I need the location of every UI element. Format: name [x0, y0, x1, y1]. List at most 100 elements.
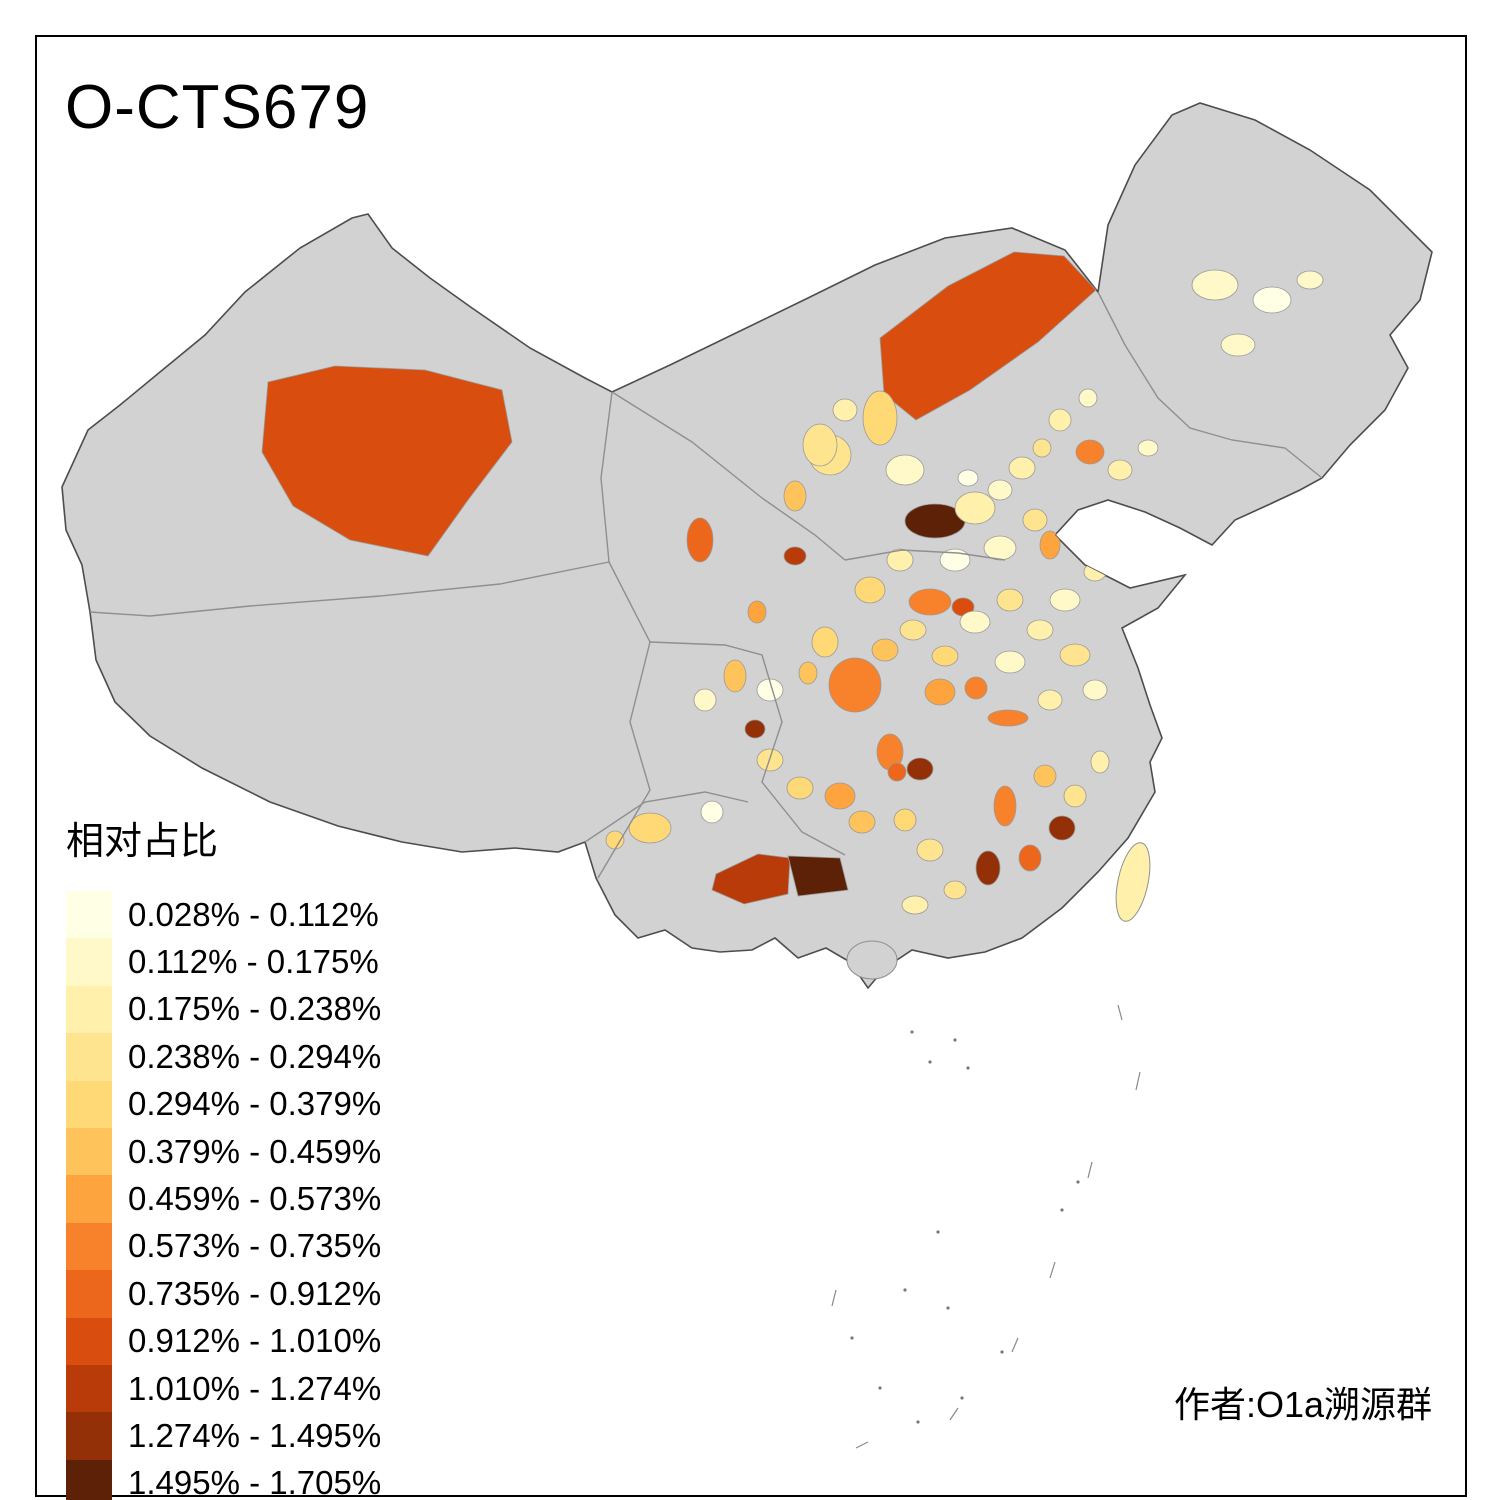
legend-label: 0.112% - 0.175%	[128, 943, 379, 981]
map-region	[628, 812, 672, 844]
map-region	[886, 548, 914, 572]
map-region	[939, 548, 971, 572]
region-layer	[261, 251, 1324, 915]
legend-label: 1.010% - 1.274%	[128, 1369, 382, 1407]
map-region	[862, 390, 898, 446]
legend-rows: 0.028% - 0.112% 0.112% - 0.175% 0.175% - 0…	[66, 891, 381, 1500]
map-region	[1049, 588, 1081, 612]
map-region	[832, 398, 858, 422]
legend-row: 0.735% - 0.912%	[66, 1270, 381, 1318]
map-region	[1137, 439, 1159, 457]
legend-swatch	[66, 1222, 112, 1271]
map-region	[747, 600, 767, 624]
map-region	[711, 853, 791, 905]
map-region	[1075, 439, 1105, 465]
map-region	[693, 688, 717, 712]
legend-title: 相对占比	[66, 821, 219, 863]
legend-label: 0.175% - 0.238%	[128, 990, 382, 1028]
map-region	[987, 479, 1013, 501]
map-region	[954, 491, 996, 525]
legend-row: 0.112% - 0.175%	[66, 938, 381, 986]
map-region	[783, 480, 807, 512]
legend-label: 0.379% - 0.459%	[128, 1132, 382, 1170]
legend-row: 1.010% - 1.274%	[66, 1364, 382, 1413]
map-region	[1063, 784, 1087, 808]
legend-label: 0.912% - 1.010%	[128, 1322, 382, 1360]
map-region	[1008, 456, 1036, 480]
legend-label: 0.294% - 0.379%	[128, 1085, 382, 1123]
legend-row: 0.459% - 0.573%	[66, 1175, 382, 1223]
page-title: O-CTS679	[65, 73, 370, 142]
map-region	[1048, 408, 1072, 432]
map-region	[887, 762, 907, 782]
hainan-island	[846, 940, 898, 980]
map-region	[686, 517, 714, 563]
legend-swatch	[66, 1175, 112, 1223]
legend-swatch	[66, 891, 112, 939]
legend-swatch	[66, 1270, 112, 1318]
legend-row: 0.912% - 1.010%	[66, 1317, 382, 1365]
map-region	[700, 800, 724, 824]
map-region	[879, 251, 1097, 421]
map-region	[1026, 619, 1054, 641]
map-region	[1090, 750, 1110, 774]
map-region	[1220, 333, 1256, 357]
map-region	[744, 719, 766, 739]
map-region	[1048, 815, 1076, 841]
map-region	[1018, 844, 1042, 872]
legend-swatch	[66, 1127, 112, 1176]
map-region	[959, 610, 991, 634]
legend-row: 0.379% - 0.459%	[66, 1127, 382, 1176]
credit-text: 作者:O1a溯源群	[1173, 1384, 1432, 1425]
legend-row: 0.238% - 0.294%	[66, 1033, 382, 1081]
map-region	[901, 895, 929, 915]
map-region	[906, 757, 934, 781]
map-region	[848, 810, 876, 834]
map-region	[811, 626, 839, 658]
map-region	[854, 576, 886, 604]
map-region	[871, 638, 899, 662]
taiwan-island	[1115, 842, 1151, 922]
legend-label: 0.459% - 0.573%	[128, 1180, 382, 1218]
legend-swatch	[66, 985, 112, 1034]
map-region	[787, 855, 849, 897]
map-region	[975, 850, 1001, 886]
legend-row: 0.175% - 0.238%	[66, 985, 382, 1034]
legend-label: 0.573% - 0.735%	[128, 1227, 382, 1265]
legend-label: 0.028% - 0.112%	[128, 895, 379, 933]
map-region	[1059, 643, 1091, 667]
map-region	[605, 830, 625, 850]
legend-label: 1.274% - 1.495%	[128, 1416, 382, 1454]
legend-label: 1.495% - 1.705%	[128, 1464, 382, 1500]
map-region	[908, 588, 952, 616]
legend: 相对占比 0.028% - 0.112% 0.112% - 0.175% 0.175…	[66, 810, 381, 1500]
map-region	[798, 661, 818, 685]
legend-label: 0.238% - 0.294%	[128, 1037, 382, 1075]
map-region	[828, 657, 882, 713]
map-region	[993, 785, 1017, 827]
map-region	[756, 678, 784, 702]
map-region	[924, 678, 956, 706]
map-region	[916, 838, 944, 862]
map-region	[899, 619, 927, 641]
map-region	[261, 365, 513, 557]
legend-swatch	[66, 1033, 112, 1081]
legend-row: 0.028% - 0.112%	[66, 891, 381, 939]
map-region	[1037, 689, 1063, 711]
map-region	[885, 454, 925, 486]
map-region	[783, 546, 807, 566]
legend-row: 1.274% - 1.495%	[66, 1412, 382, 1460]
legend-row: 0.573% - 0.735%	[66, 1222, 382, 1271]
map-region	[1078, 388, 1098, 408]
province-borders	[89, 291, 1323, 879]
map-region	[786, 776, 814, 800]
map-region	[1033, 764, 1057, 788]
map-region	[1191, 269, 1239, 301]
map-region	[1032, 438, 1052, 458]
legend-swatch	[66, 1412, 112, 1460]
map-region	[1296, 270, 1324, 290]
map-region	[983, 535, 1017, 561]
plot-frame	[35, 35, 1467, 1497]
